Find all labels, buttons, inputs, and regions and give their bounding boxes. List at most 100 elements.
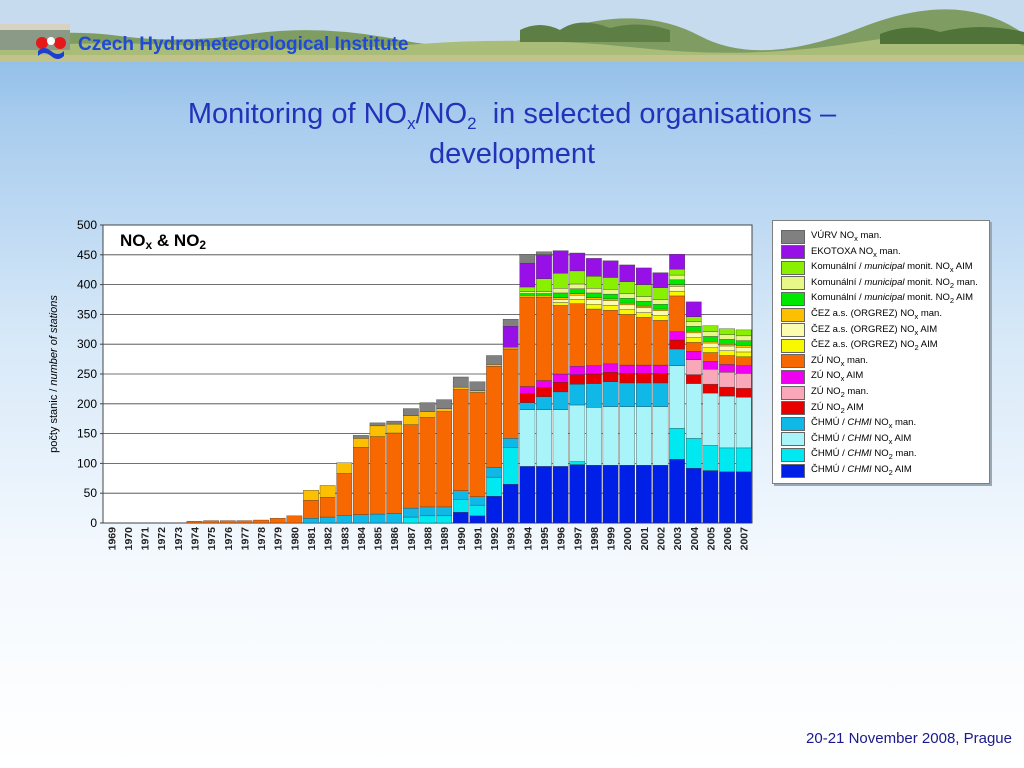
bar-segment <box>469 381 486 391</box>
legend-swatch <box>781 229 805 244</box>
bar-segment <box>519 296 536 387</box>
institute-name: Czech Hydrometeorological Institute <box>78 34 409 55</box>
legend-item: EKOTOXA NOx man. <box>781 245 901 260</box>
bar-segment <box>719 345 735 351</box>
bar-segment <box>552 250 569 274</box>
bar-segment <box>569 283 586 289</box>
legend-swatch <box>781 245 805 260</box>
x-tick-label: 1987 <box>406 527 418 551</box>
bar-segment <box>569 464 586 524</box>
bar-segment <box>519 286 536 292</box>
bar-segment <box>469 496 486 506</box>
bar-segment <box>586 383 602 408</box>
x-tick-label: 1982 <box>323 527 335 551</box>
bar-segment <box>452 512 469 524</box>
x-tick-label: 1983 <box>339 527 351 551</box>
bar-segment <box>569 270 586 285</box>
y-tick-label: 50 <box>84 486 98 500</box>
bar-segment <box>569 461 586 465</box>
bar-segment <box>319 485 336 498</box>
bar-segment <box>669 286 685 292</box>
bar-segment <box>569 383 586 406</box>
bar-segment <box>702 392 719 446</box>
bar-segment <box>719 447 735 472</box>
bar-segment <box>436 506 452 517</box>
bar-segment <box>569 288 586 294</box>
bar-segment <box>369 425 386 437</box>
bar-segment <box>602 310 619 365</box>
bar-segment <box>353 435 369 439</box>
y-tick-label: 450 <box>77 248 97 262</box>
bar-segment <box>436 408 452 412</box>
x-tick-label: 1986 <box>389 527 401 551</box>
bar-segment <box>685 301 702 317</box>
bar-segment <box>486 366 502 468</box>
bar-segment <box>552 391 569 410</box>
x-tick-label: 1981 <box>306 527 318 551</box>
bar-segment <box>719 372 735 388</box>
legend-item: ČEZ a.s. (ORGREZ) NO2 AIM <box>781 338 938 353</box>
bar-segment <box>619 364 636 374</box>
bar-segment <box>702 336 719 342</box>
bar-segment <box>552 292 569 298</box>
bar-segment <box>602 381 619 407</box>
x-tick-label: 2007 <box>739 527 751 551</box>
bar-segment <box>685 342 702 352</box>
bar-segment <box>536 295 552 298</box>
bar-segment <box>586 304 602 310</box>
bar-segment <box>685 321 702 327</box>
landscape-image <box>0 0 1024 62</box>
x-tick-label: 1992 <box>489 527 501 551</box>
legend-swatch <box>781 354 805 369</box>
bar-segment <box>602 298 619 301</box>
bar-segment <box>636 305 652 309</box>
bar-segment <box>403 516 419 524</box>
bar-segment <box>652 364 669 374</box>
legend-item: ZÚ NOx man. <box>781 354 868 369</box>
bar-segment <box>536 278 552 292</box>
x-tick-label: 1998 <box>589 527 601 551</box>
bar-segment <box>536 466 552 524</box>
bar-segment <box>536 254 552 279</box>
bar-segment <box>303 500 319 519</box>
bar-segment <box>552 302 569 306</box>
bar-segment <box>502 326 519 348</box>
bar-segment <box>303 518 319 524</box>
bar-segment <box>719 386 735 397</box>
bar-segment <box>636 296 652 302</box>
bar-segment <box>469 504 486 517</box>
y-tick-label: 200 <box>77 397 97 411</box>
x-tick-label: 1970 <box>123 527 135 551</box>
bar-segment <box>652 304 669 310</box>
bar-segment <box>735 329 752 337</box>
bar-segment <box>386 420 403 425</box>
bar-segment <box>602 372 619 382</box>
x-tick-label: 2001 <box>639 527 651 551</box>
bar-segment <box>536 251 552 255</box>
bar-segment <box>602 289 619 295</box>
bar-segment <box>502 347 519 350</box>
y-tick-label: 300 <box>77 337 97 351</box>
bar-segment <box>552 409 569 467</box>
x-tick-label: 1996 <box>556 527 568 551</box>
bar-segment <box>452 498 469 513</box>
x-tick-label: 2006 <box>722 527 734 551</box>
bar-segment <box>619 304 636 310</box>
bar-segment <box>519 254 536 264</box>
bar-segment <box>685 337 702 343</box>
x-tick-label: 1979 <box>273 527 285 551</box>
bar-segment <box>735 345 752 348</box>
bar-segment <box>719 364 735 373</box>
header-banner: Czech Hydrometeorological Institute <box>0 0 1024 62</box>
bar-segment <box>602 300 619 306</box>
legend-item: Komunální / municipal monit. NOx AIM <box>781 260 973 275</box>
bar-segment <box>636 307 652 313</box>
bar-segment <box>386 423 403 434</box>
bar-segment <box>619 298 636 304</box>
legend-swatch <box>781 323 805 338</box>
bar-segment <box>403 507 419 518</box>
bar-segment <box>569 295 586 300</box>
bar-segment <box>652 287 669 300</box>
x-tick-label: 1980 <box>289 527 301 551</box>
